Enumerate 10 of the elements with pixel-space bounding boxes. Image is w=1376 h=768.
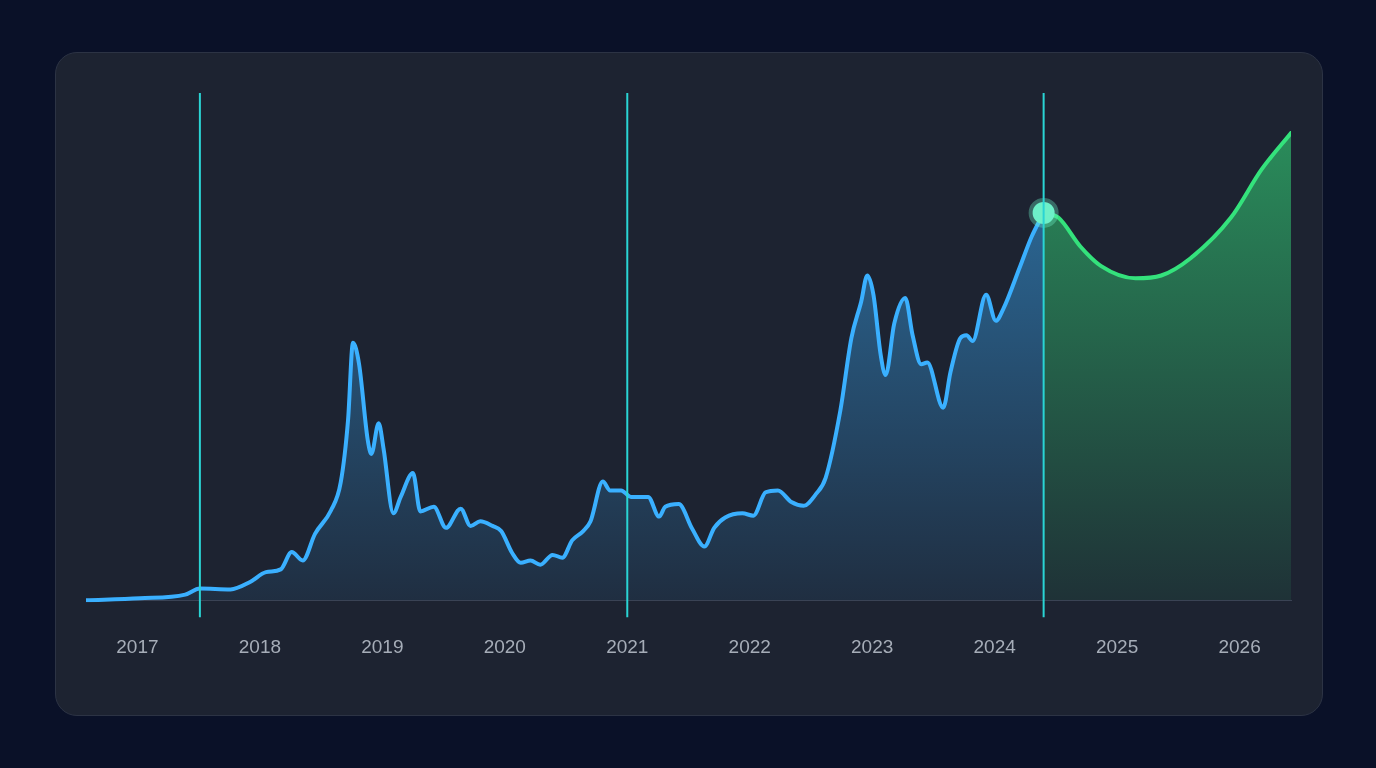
x-tick-label: 2018 xyxy=(238,635,282,657)
x-tick-label: 2017 xyxy=(116,635,159,657)
x-tick-label: 2025 xyxy=(1095,635,1139,657)
x-tick-label: 2021 xyxy=(606,635,649,657)
x-tick-label: 2019 xyxy=(361,635,404,657)
x-tick-label: 2024 xyxy=(973,635,1017,657)
x-tick-label: 2023 xyxy=(851,635,894,657)
x-tick-label: 2020 xyxy=(483,635,526,657)
x-tick-label: 2026 xyxy=(1218,635,1261,657)
x-tick-label: 2022 xyxy=(728,635,771,657)
